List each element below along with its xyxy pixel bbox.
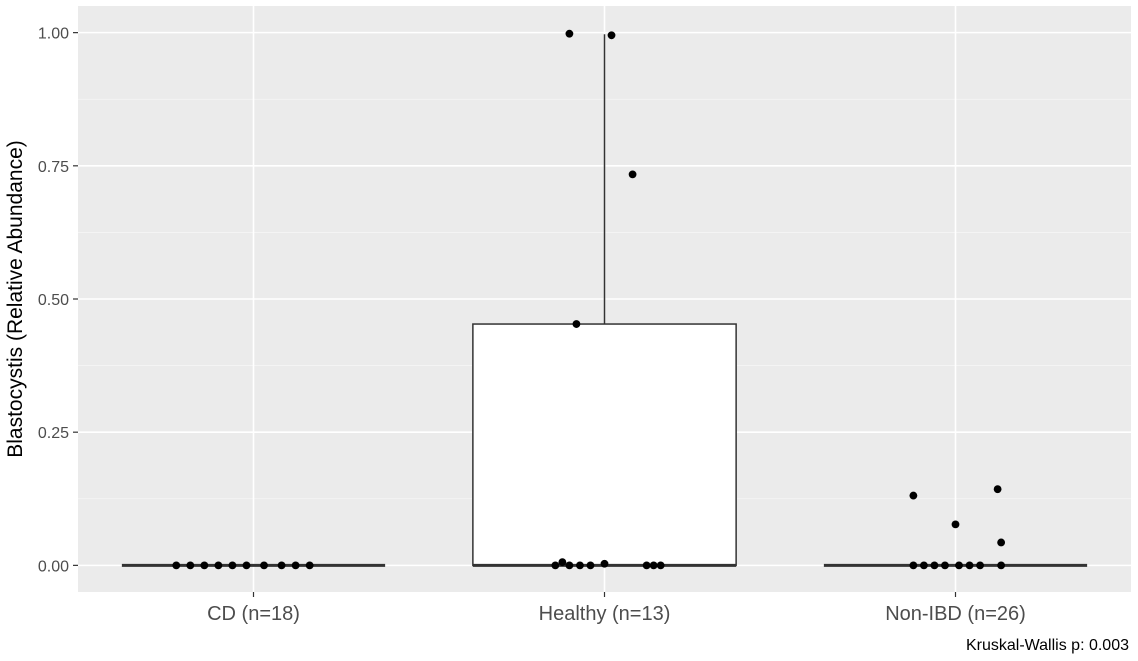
data-point [976, 561, 984, 570]
y-axis-title: Blastocystis (Relative Abundance) [4, 140, 27, 458]
data-point [909, 491, 918, 500]
data-point [997, 561, 1006, 570]
data-point [642, 561, 651, 570]
data-point [291, 561, 300, 570]
data-point [565, 561, 574, 570]
data-point [656, 561, 665, 570]
data-point [551, 561, 560, 570]
data-point [600, 559, 609, 568]
x-tick-label: CD (n=18) [207, 603, 300, 625]
data-point [277, 561, 286, 570]
data-point [572, 320, 581, 328]
data-point [186, 561, 195, 570]
data-point [228, 561, 237, 570]
y-tick-label: 0.75 [38, 159, 69, 176]
data-point [607, 31, 616, 40]
data-point [576, 561, 584, 570]
data-point [909, 561, 918, 570]
data-point [214, 561, 223, 570]
data-point [920, 561, 928, 570]
data-point [997, 538, 1006, 547]
x-tick-label: Healthy (n=13) [539, 603, 671, 625]
data-point [242, 561, 251, 570]
data-point [200, 561, 209, 570]
data-point [586, 561, 595, 570]
y-tick-label: 0.50 [38, 292, 69, 309]
data-point [558, 558, 567, 567]
data-point [565, 29, 574, 38]
data-point [649, 561, 658, 570]
data-point [993, 485, 1002, 494]
y-tick-label: 1.00 [38, 26, 69, 43]
data-point [172, 561, 181, 570]
y-tick-label: 0.00 [38, 558, 69, 575]
x-tick-label: Non-IBD (n=26) [885, 603, 1026, 625]
x-axis: CD (n=18) Healthy (n=13) Non-IBD (n=26) [207, 592, 1026, 625]
data-point [260, 561, 268, 570]
data-point [305, 561, 314, 570]
y-axis: 0.00 0.25 0.50 0.75 1.00 [38, 26, 78, 575]
data-point [965, 561, 974, 570]
data-point [951, 520, 960, 529]
box-iqr-rect [472, 323, 737, 567]
data-point [930, 561, 939, 570]
point-layer [172, 29, 1006, 570]
data-point [955, 561, 963, 570]
data-point [628, 170, 637, 179]
y-tick-label: 0.25 [38, 425, 69, 442]
data-point [941, 561, 949, 570]
caption-kruskal-wallis: Kruskal-Wallis p: 0.003 [966, 637, 1129, 654]
